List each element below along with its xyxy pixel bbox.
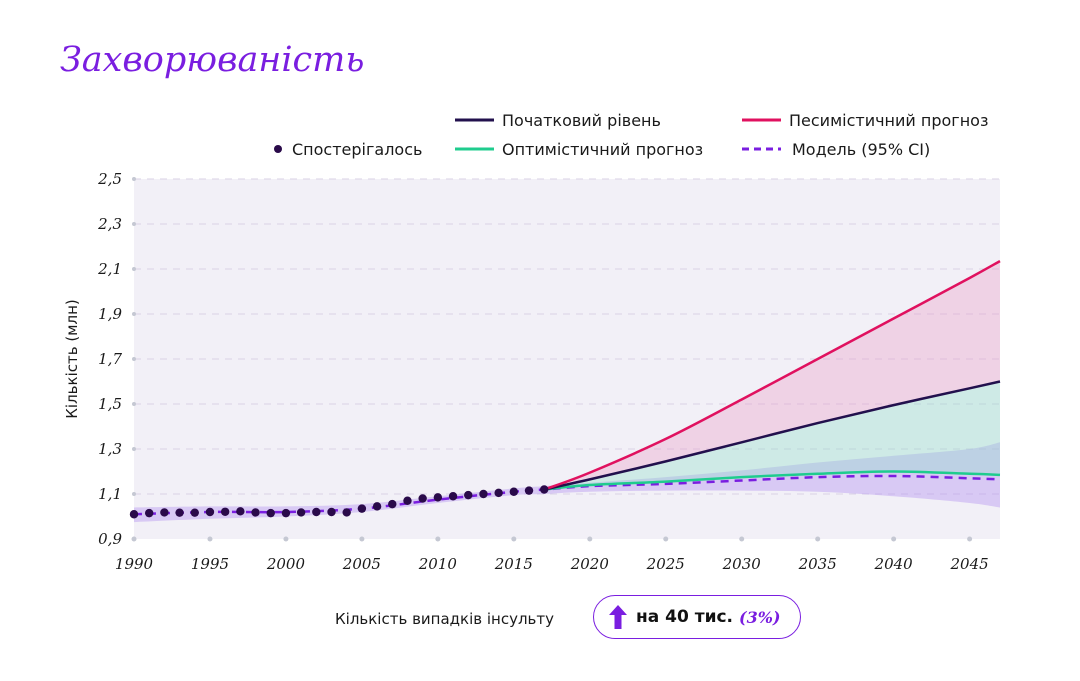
change-percent: (3%)	[739, 607, 781, 627]
x-tick-label: 2025	[646, 555, 685, 573]
legend-observed-marker	[274, 145, 282, 153]
observed-point	[433, 493, 443, 502]
observed-points	[129, 485, 549, 519]
y-axis: 0,9 1,1 1,3 1,5 1,7 1,9 2,1 2,3 2,5	[97, 170, 136, 548]
change-badge: на 40 тис. (3%)	[593, 595, 801, 639]
model-ci-band	[134, 442, 1000, 523]
observed-point	[205, 507, 215, 517]
chart-title: Захворюваність	[60, 40, 365, 80]
x-tick-dot	[663, 536, 669, 542]
observed-point	[403, 496, 412, 505]
observed-point	[479, 489, 488, 499]
x-tick-dot	[283, 536, 289, 542]
observed-point	[388, 499, 397, 509]
x-tick-label: 2030	[722, 555, 762, 573]
observed-point	[129, 510, 139, 519]
legend-optimistic-label: Оптимістичний прогноз	[502, 140, 703, 159]
observed-point	[312, 507, 321, 517]
legend-model-label: Модель (95% CI)	[792, 140, 930, 159]
observed-point	[281, 508, 291, 518]
pessimistic-band	[544, 261, 1000, 490]
y-tick-dot	[132, 267, 136, 271]
observed-point	[494, 488, 503, 498]
x-tick-dot	[511, 536, 517, 542]
x-tick-label: 2040	[874, 555, 914, 573]
y-tick-dot	[132, 177, 136, 181]
y-tick-label: 1,7	[98, 350, 122, 368]
observed-point	[251, 508, 260, 517]
x-tick-dot	[207, 536, 213, 542]
x-tick-dot	[967, 536, 973, 542]
observed-point	[540, 485, 549, 494]
y-tick-label: 1,3	[98, 440, 122, 458]
baseline-line	[543, 380, 1001, 491]
y-tick-label: 1,9	[98, 305, 122, 323]
optimistic-line	[544, 470, 1001, 491]
x-tick-label: 2005	[342, 555, 381, 573]
x-axis: 1990 1995 2000 2005 2010 2015 2020 2025 2030 2035…	[115, 536, 989, 573]
x-tick-label: 2020	[570, 555, 610, 573]
arrow-up-icon	[609, 605, 627, 629]
x-tick-label: 1990	[115, 555, 154, 573]
x-tick-dot	[739, 536, 745, 542]
observed-point	[418, 494, 427, 503]
legend-baseline-label: Початковий рівень	[502, 111, 661, 130]
y-tick-dot	[132, 222, 136, 226]
x-tick-dot	[359, 536, 365, 542]
y-tick-dot	[132, 402, 136, 406]
observed-point	[190, 508, 199, 517]
y-tick-label: 2,5	[97, 170, 122, 188]
legend: Початковий рівень Песимістичний прогноз …	[274, 111, 988, 159]
y-tick-label: 2,1	[97, 260, 122, 278]
x-tick-dot	[587, 536, 593, 542]
grid	[134, 178, 1000, 495]
x-tick-label: 2000	[266, 555, 306, 573]
y-tick-label: 1,5	[98, 395, 122, 413]
y-tick-dot	[132, 357, 136, 361]
footer-label: Кількість випадків інсульту	[335, 610, 555, 628]
observed-point	[464, 490, 473, 500]
observed-point	[220, 507, 230, 516]
observed-point	[372, 502, 382, 511]
y-axis-label: Кількість (млн)	[63, 299, 81, 418]
observed-point	[296, 508, 306, 517]
observed-point	[342, 508, 351, 517]
observed-point	[524, 486, 534, 495]
footer: Кількість випадків інсульту на 40 тис. (…	[0, 594, 1080, 644]
observed-point	[160, 508, 169, 517]
x-tick-label: 2035	[798, 555, 837, 573]
x-tick-label: 1995	[191, 555, 229, 573]
observed-point	[144, 508, 154, 518]
x-tick-label: 2010	[418, 555, 458, 573]
y-tick-label: 1,1	[98, 485, 122, 503]
observed-point	[266, 508, 275, 518]
pessimistic-line	[543, 260, 1001, 491]
observed-point	[509, 487, 519, 496]
y-tick-label: 2,3	[97, 215, 122, 233]
observed-point	[357, 504, 367, 513]
observed-point	[327, 507, 336, 517]
y-tick-dot	[132, 312, 136, 316]
x-tick-dot	[815, 536, 821, 542]
x-tick-dot	[435, 536, 441, 542]
x-tick-label: 2045	[950, 555, 989, 573]
observed-point	[448, 492, 458, 501]
change-amount: на 40 тис.	[636, 607, 734, 627]
chart-svg: Початковий рівень Песимістичний прогноз …	[63, 111, 1001, 573]
y-tick-dot	[132, 492, 136, 496]
y-tick-label: 0,9	[98, 530, 122, 548]
y-tick-dot	[132, 447, 136, 451]
y-tick-dot	[132, 537, 136, 541]
x-tick-label: 2015	[494, 555, 533, 573]
legend-observed-label: Спостерігалось	[292, 140, 422, 159]
legend-pessimistic-label: Песимістичний прогноз	[789, 111, 988, 130]
observed-point	[175, 508, 184, 517]
observed-point	[236, 507, 245, 516]
x-tick-dot	[891, 536, 897, 542]
